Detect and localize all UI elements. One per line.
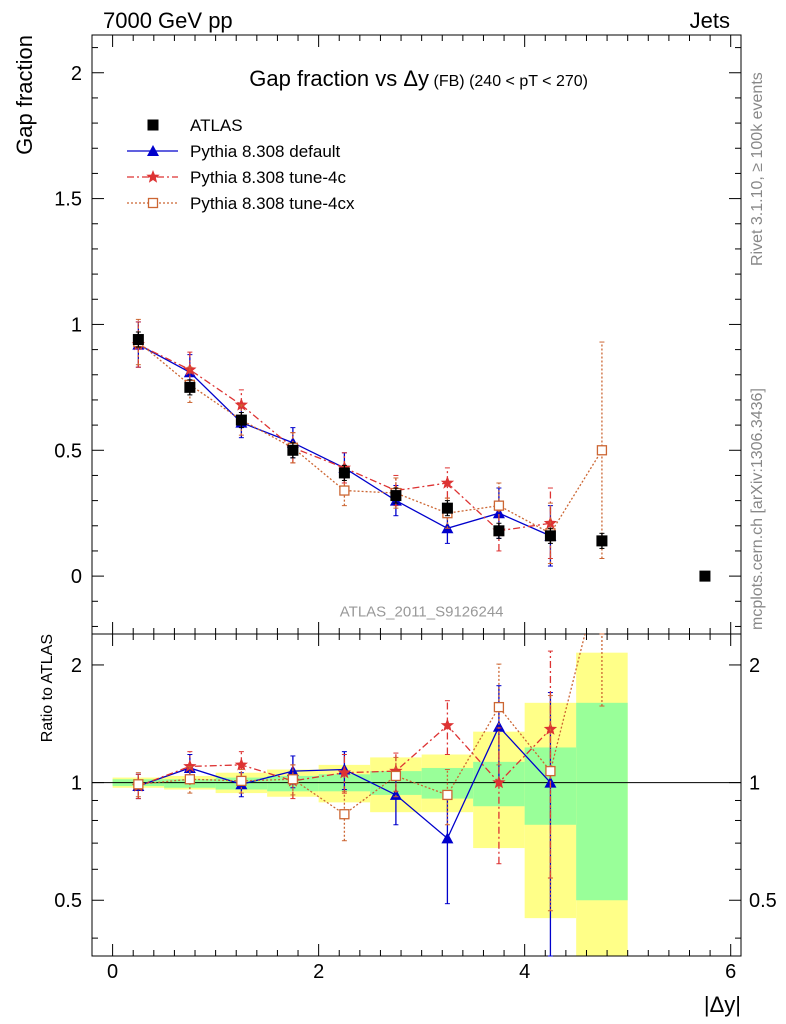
x-axis-title: |Δy| bbox=[704, 992, 741, 1017]
lower-plot-frame bbox=[91, 633, 742, 957]
ratio-point bbox=[236, 775, 247, 787]
ratio-y-tick-label: 0.5 bbox=[54, 890, 82, 912]
chart-title-part: (240 < pT < 270) bbox=[469, 73, 588, 90]
ratio-point bbox=[493, 701, 505, 713]
analysis-watermark: ATLAS_2011_S9126244 bbox=[340, 603, 504, 620]
upper-series-pythia-8-308-tune-4c bbox=[131, 321, 558, 559]
legend-label: Pythia 8.308 default bbox=[190, 142, 341, 161]
axis-labels: 0 0.5 1 1.5 2 0.5 0.5 1 1 2 2 0 2 4 6 Gap fraction Ratio… bbox=[12, 35, 777, 1017]
header-process-label: Jets bbox=[689, 8, 730, 33]
legend: ATLAS Pythia 8.308 default Pythia 8.308 tu… bbox=[127, 116, 355, 213]
legend-item-atlas: ATLAS bbox=[147, 116, 243, 135]
upper-point bbox=[596, 445, 608, 456]
y-tick-label: 0 bbox=[71, 566, 82, 588]
y-tick-label: 0.5 bbox=[54, 440, 82, 462]
legend-item-pythia-8-308-default: Pythia 8.308 default bbox=[127, 142, 341, 161]
ratio-point bbox=[545, 765, 556, 777]
mcplots-text: mcplots.cern.ch [arXiv:1306.3436] bbox=[749, 388, 766, 630]
ratio-y-tick-label: 1 bbox=[71, 773, 82, 795]
upper-point bbox=[339, 485, 350, 496]
legend-marker bbox=[147, 119, 159, 131]
ratio-y-axis-title: Ratio to ATLAS bbox=[39, 634, 56, 742]
upper-point bbox=[440, 476, 455, 489]
ratio-point bbox=[339, 809, 350, 820]
ratio-point bbox=[389, 788, 402, 800]
ratio-line bbox=[138, 634, 586, 816]
x-tick-label: 4 bbox=[519, 961, 530, 983]
rivet-version-label: Rivet 3.1.10, ≥ 100k events bbox=[749, 72, 766, 266]
chart-title: Gap fraction vs Δy (FB) (240 < pT < 270) bbox=[249, 66, 588, 91]
upper-series-pythia-8-308-default bbox=[132, 321, 557, 567]
upper-point bbox=[441, 502, 453, 514]
ratio-point bbox=[184, 774, 196, 785]
upper-line bbox=[138, 343, 551, 537]
plot-frames bbox=[91, 34, 742, 957]
ratio-y-tick-label: 2 bbox=[71, 655, 82, 677]
upper-point bbox=[390, 490, 402, 502]
legend-item-pythia-8-308-tune-4cx: Pythia 8.308 tune-4cx bbox=[127, 194, 355, 213]
legend-marker bbox=[146, 170, 160, 183]
ratio-series-pythia-8-308-tune-4cx bbox=[133, 633, 605, 912]
upper-point bbox=[132, 334, 144, 346]
ratio-point bbox=[492, 720, 505, 732]
upper-series-atlas bbox=[132, 331, 711, 582]
upper-point bbox=[338, 467, 350, 479]
legend-item-pythia-8-308-tune-4c: Pythia 8.308 tune-4c bbox=[127, 168, 346, 187]
ratio-point bbox=[287, 774, 299, 785]
header-energy-label: 7000 GeV pp bbox=[103, 8, 233, 33]
ratio-point bbox=[337, 765, 351, 779]
ratio-point bbox=[492, 775, 506, 789]
ratio-point bbox=[442, 789, 453, 801]
mcplots-label: mcplots.cern.ch [arXiv:1306.3436] bbox=[749, 388, 766, 630]
y-tick-label: 1.5 bbox=[54, 189, 82, 211]
upper-point bbox=[234, 398, 248, 411]
ratio-point bbox=[234, 757, 248, 771]
titles: ATLAS_2011_S9126244 Gap fraction vs Δy (F… bbox=[249, 66, 588, 620]
upper-point bbox=[184, 381, 196, 393]
ratio-point bbox=[133, 779, 144, 790]
y-tick-label: 2 bbox=[71, 63, 82, 85]
legend-label: Pythia 8.308 tune-4c bbox=[190, 168, 346, 187]
legend-marker bbox=[147, 197, 159, 209]
axis-ticks bbox=[92, 35, 741, 956]
ratio-point bbox=[389, 764, 403, 777]
upper-point bbox=[544, 530, 556, 542]
upper-series-pythia-8-308-tune-4cx bbox=[133, 318, 608, 565]
upper-point bbox=[493, 500, 505, 511]
chart-title-part: Gap fraction vs bbox=[249, 66, 403, 91]
x-tick-label: 0 bbox=[107, 961, 118, 983]
legend-label: ATLAS bbox=[190, 116, 243, 135]
y-axis-title: Gap fraction bbox=[12, 35, 37, 155]
x-tick-label: 2 bbox=[313, 961, 324, 983]
ratio-point bbox=[183, 759, 197, 773]
data-series bbox=[131, 318, 711, 957]
upper-line bbox=[137, 341, 603, 535]
upper-line bbox=[138, 343, 551, 532]
upper-point bbox=[493, 525, 505, 537]
stat-uncertainty-band bbox=[576, 702, 628, 901]
ratio-y-tick-label-right: 1 bbox=[749, 773, 760, 795]
upper-point bbox=[596, 535, 608, 547]
y-tick-label: 1 bbox=[71, 314, 82, 336]
upper-point bbox=[699, 570, 711, 582]
upper-point bbox=[287, 444, 299, 456]
ratio-point bbox=[441, 832, 454, 844]
x-tick-label: 6 bbox=[725, 961, 736, 983]
ratio-point bbox=[390, 770, 402, 782]
chart-title-part: Δy bbox=[403, 66, 429, 91]
ratio-point bbox=[440, 718, 455, 732]
ratio-y-tick-label-right: 0.5 bbox=[749, 890, 777, 912]
legend-marker bbox=[147, 145, 159, 156]
rivet-version-text: Rivet 3.1.10, ≥ 100k events bbox=[749, 72, 766, 266]
chart-title-part: (FB) bbox=[429, 73, 469, 90]
ratio-point bbox=[543, 722, 558, 735]
legend-label: Pythia 8.308 tune-4cx bbox=[190, 194, 355, 213]
upper-point bbox=[492, 507, 505, 519]
ratio-y-tick-label-right: 2 bbox=[749, 655, 760, 677]
upper-point bbox=[235, 414, 247, 426]
